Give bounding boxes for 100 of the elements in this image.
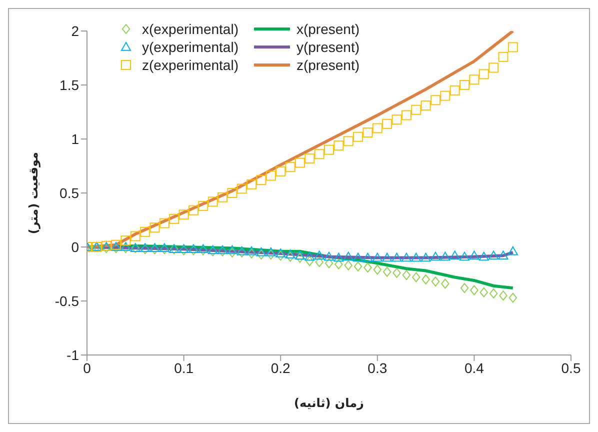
- point: [499, 290, 508, 301]
- point: [460, 80, 470, 90]
- point: [411, 104, 422, 115]
- point: [246, 246, 257, 256]
- point: [498, 250, 508, 260]
- point: [236, 184, 247, 194]
- point: [314, 149, 324, 160]
- point: [430, 252, 440, 261]
- point: [294, 250, 305, 260]
- point: [489, 288, 498, 298]
- point: [344, 260, 352, 270]
- point: [150, 243, 160, 252]
- point: [324, 252, 334, 261]
- point: [294, 158, 305, 168]
- legend-label: y(experimental): [142, 39, 238, 55]
- point: [508, 42, 518, 52]
- point: [478, 69, 489, 80]
- point: [334, 140, 344, 150]
- y-tick-label: -0.5: [54, 292, 80, 309]
- x-axis-title: زمان (ثانیه): [294, 396, 364, 410]
- point: [364, 262, 372, 273]
- point: [256, 247, 266, 256]
- point: [130, 231, 140, 242]
- point: [178, 244, 189, 254]
- point: [296, 252, 304, 263]
- point: [469, 74, 480, 85]
- y-tick-label: 1: [71, 130, 80, 147]
- point: [198, 200, 208, 211]
- legend-label: x(experimental): [142, 21, 238, 37]
- point: [276, 250, 285, 261]
- point: [112, 243, 120, 254]
- point: [247, 248, 256, 258]
- point: [431, 276, 440, 287]
- point: [276, 248, 286, 258]
- point: [150, 244, 159, 254]
- point: [150, 222, 160, 233]
- x-tick-label: 0.2: [270, 360, 291, 376]
- point: [120, 236, 131, 246]
- x-tick-label: 0.1: [174, 360, 194, 376]
- point: [286, 252, 294, 262]
- point: [159, 243, 170, 252]
- point: [401, 252, 412, 262]
- point: [256, 175, 266, 186]
- point: [460, 283, 469, 294]
- point: [382, 118, 392, 129]
- point: [208, 196, 218, 207]
- legend-label: z(experimental): [142, 57, 238, 73]
- point: [488, 62, 499, 73]
- point: [450, 85, 460, 96]
- legend-label: x(present): [296, 21, 360, 37]
- point: [498, 52, 508, 62]
- point: [353, 252, 364, 262]
- point: [314, 250, 324, 260]
- point: [362, 128, 373, 138]
- point: [440, 90, 450, 101]
- y-tick-label: 0.5: [60, 184, 80, 201]
- point: [188, 244, 198, 254]
- point: [402, 270, 411, 280]
- y-tick-label: 0: [71, 238, 80, 255]
- point: [315, 257, 324, 268]
- point: [266, 170, 276, 181]
- point: [382, 252, 392, 262]
- point: [420, 252, 431, 262]
- y-tick-label: -1: [66, 346, 80, 363]
- point: [160, 244, 169, 254]
- point: [140, 226, 150, 237]
- point: [324, 258, 334, 268]
- point: [169, 214, 180, 224]
- point: [343, 252, 354, 261]
- point: [276, 166, 286, 176]
- point: [198, 244, 208, 254]
- point: [372, 252, 382, 262]
- point: [218, 192, 228, 202]
- point: [120, 242, 131, 251]
- point: [392, 114, 402, 125]
- point: [420, 100, 431, 111]
- point: [460, 252, 470, 261]
- point: [188, 205, 198, 216]
- point: [306, 256, 314, 266]
- point: [246, 179, 257, 190]
- point: [373, 264, 382, 275]
- point: [140, 243, 150, 252]
- point: [218, 245, 228, 254]
- point: [412, 272, 420, 282]
- point: [334, 252, 344, 262]
- point: [140, 244, 150, 254]
- point: [469, 250, 480, 260]
- point: [228, 247, 236, 258]
- point: [266, 250, 276, 260]
- point: [488, 250, 499, 260]
- point: [353, 132, 364, 142]
- point: [324, 144, 334, 155]
- point: [304, 252, 315, 261]
- point: [236, 246, 247, 256]
- y-tick-label: 2: [71, 22, 80, 39]
- point: [266, 247, 276, 256]
- point: [422, 274, 430, 284]
- point: [508, 292, 518, 303]
- point: [392, 252, 402, 262]
- point: [441, 278, 450, 289]
